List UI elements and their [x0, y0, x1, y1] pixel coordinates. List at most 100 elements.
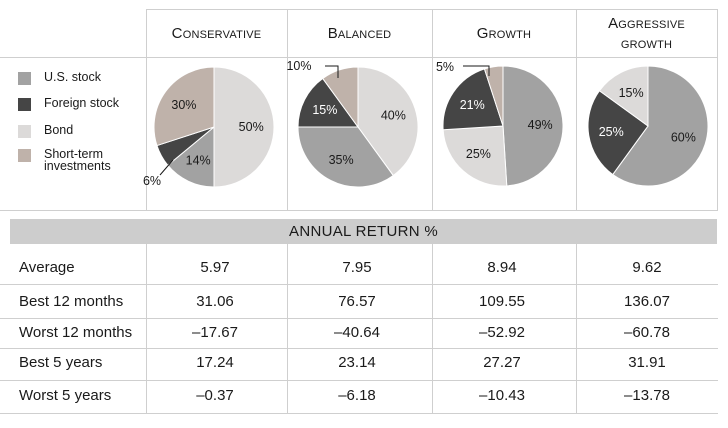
- table-cell: 31.06: [196, 293, 234, 310]
- grid-line: [146, 244, 147, 414]
- pie-slice-label: 49%: [528, 118, 553, 132]
- pie-chart: 40% 35% 15% 10%: [286, 59, 419, 188]
- table-cell: –10.43: [479, 387, 525, 404]
- column-header-growth: Growth: [432, 12, 576, 56]
- table-cell: 76.57: [338, 293, 376, 310]
- table-cell: 23.14: [338, 354, 376, 371]
- grid-line: [0, 380, 718, 381]
- pie-slice: [322, 66, 359, 129]
- section-title-bar: ANNUAL RETURN %: [10, 219, 717, 244]
- legend-item-us-stock: U.S. stock: [18, 71, 144, 85]
- pie-slice: [153, 66, 215, 147]
- grid-line: [0, 57, 718, 58]
- grid-line: [0, 318, 718, 319]
- row-label: Worst 12 months: [19, 324, 133, 341]
- pie-slice: [213, 66, 275, 188]
- pie-slice: [483, 65, 504, 127]
- column-header-text: Aggressive: [608, 15, 685, 32]
- pie-slice-label: 35%: [329, 153, 354, 167]
- legend-label: Bond: [44, 123, 74, 137]
- table-cell: –52.92: [479, 324, 525, 341]
- column-header-text: growth: [620, 35, 673, 52]
- pie-slice: [357, 66, 419, 177]
- pie-slice-label: 25%: [599, 125, 624, 139]
- grid-line: [0, 413, 718, 414]
- grid-line: [0, 210, 718, 211]
- table-cell: 5.97: [200, 259, 230, 276]
- table-cell: 109.55: [479, 293, 525, 310]
- grid-line: [0, 348, 718, 349]
- table-row: Best 5 years 17.24 23.14 27.27 31.91: [0, 347, 728, 379]
- table-cell: –60.78: [624, 324, 670, 341]
- pie-chart: 60% 25% 15%: [587, 65, 709, 187]
- table-cell: –0.37: [196, 387, 234, 404]
- table-cell: 7.95: [342, 259, 372, 276]
- pie-slice: [297, 126, 394, 188]
- pie-slice: [297, 77, 359, 128]
- row-label: Average: [19, 259, 75, 276]
- legend-item-short-term: Short-term investments: [18, 148, 144, 172]
- table-cell: 17.24: [196, 354, 234, 371]
- pie-slice-label: 15%: [619, 86, 644, 100]
- table-cell: 9.62: [632, 259, 662, 276]
- column-header-text: Balanced: [327, 25, 392, 42]
- column-header-balanced: Balanced: [287, 12, 432, 56]
- legend-label: Short-term investments: [44, 147, 111, 173]
- pie-slice-label: 6%: [143, 174, 161, 188]
- table-cell: 27.27: [483, 354, 521, 371]
- pie-charts: 50% 14% 6% 30% 40% 35% 15% 10% 49% 25% 21% 5% 60% 25%…: [143, 59, 709, 188]
- legend-swatch: [18, 98, 31, 111]
- grid-line: [432, 244, 433, 414]
- table-row: Average 5.97 7.95 8.94 9.62: [0, 252, 728, 284]
- column-header-text: Growth: [476, 25, 532, 42]
- grid-line: [576, 9, 577, 210]
- leader-line: [159, 159, 174, 176]
- grid-line: [287, 9, 288, 210]
- column-header-text: Conservative: [171, 25, 262, 42]
- table-cell: 8.94: [487, 259, 517, 276]
- legend-swatch: [18, 72, 31, 85]
- grid-line: [0, 284, 718, 285]
- grid-line: [146, 9, 718, 10]
- table-cell: 31.91: [628, 354, 666, 371]
- pie-slice: [502, 65, 564, 187]
- legend-label: Foreign stock: [44, 96, 120, 110]
- table-cell: –17.67: [192, 324, 238, 341]
- row-label: Best 12 months: [19, 293, 124, 310]
- grid-line: [146, 9, 147, 210]
- pie-slice: [612, 65, 709, 187]
- section-title: ANNUAL RETURN %: [289, 223, 438, 240]
- legend-swatch: [18, 149, 31, 162]
- pie-slice-label: 40%: [381, 109, 406, 123]
- pie-slice-label: 50%: [239, 120, 264, 134]
- pie-slice-label: 5%: [436, 60, 454, 74]
- pie-slice: [442, 68, 504, 131]
- pie-slice-label: 14%: [186, 154, 211, 168]
- legend-swatch: [18, 125, 31, 138]
- pie-slice-label: 30%: [171, 98, 196, 112]
- column-header-aggressive-growth: Aggressive growth: [576, 12, 717, 56]
- pie-chart: 49% 25% 21% 5%: [436, 60, 564, 187]
- pie-slice: [442, 125, 508, 187]
- pie-slice-label: 25%: [466, 147, 491, 161]
- pie-slice: [587, 90, 649, 176]
- table-cell: –6.18: [338, 387, 376, 404]
- pie-slice-label: 15%: [312, 103, 337, 117]
- grid-line: [287, 244, 288, 414]
- leader-line: [463, 65, 490, 76]
- table-row: Worst 5 years –0.37 –6.18 –10.43 –13.78: [0, 380, 728, 412]
- pie-slice-label: 10%: [286, 59, 311, 73]
- pie-slice: [598, 65, 649, 127]
- pie-chart: 50% 14% 6% 30%: [143, 66, 275, 188]
- row-label: Best 5 years: [19, 354, 103, 371]
- grid-line: [576, 244, 577, 414]
- leader-line: [325, 65, 339, 78]
- table-row: Worst 12 months –17.67 –40.64 –52.92 –60…: [0, 317, 728, 349]
- legend-label: U.S. stock: [44, 70, 101, 84]
- pie-slice-label: 60%: [671, 130, 696, 144]
- grid-line: [432, 9, 433, 210]
- legend-item-foreign-stock: Foreign stock: [18, 97, 144, 111]
- legend-item-bond: Bond: [18, 124, 144, 138]
- table-cell: –13.78: [624, 387, 670, 404]
